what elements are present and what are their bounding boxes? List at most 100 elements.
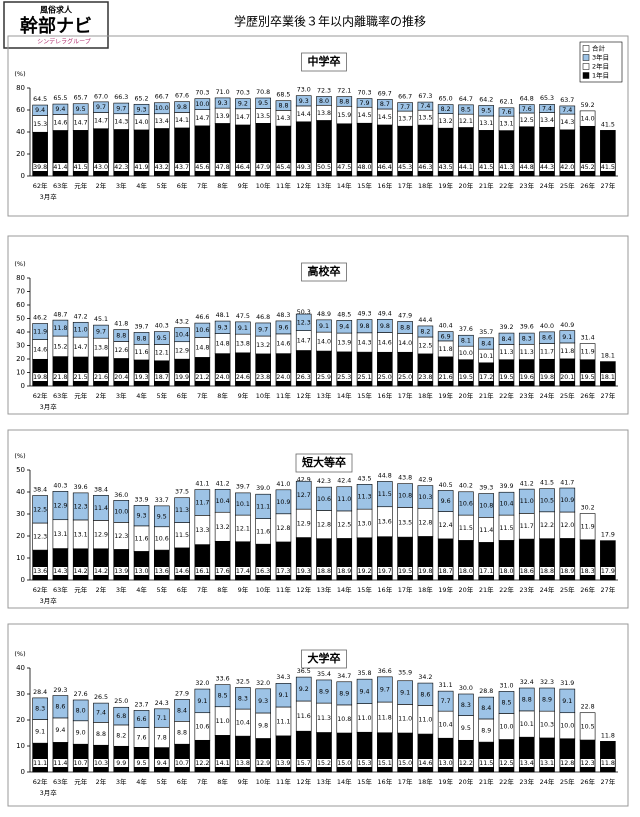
x-tick-label: 15年	[357, 585, 372, 594]
label-bg	[195, 373, 210, 381]
x-tick-label: 22年	[499, 391, 514, 400]
data-label: 11.5	[499, 525, 513, 532]
x-tick-label: 8年	[217, 181, 228, 190]
x-tick-label: 元年	[74, 181, 88, 190]
bar-segment	[579, 739, 596, 773]
bar-segment	[153, 102, 170, 115]
data-label: 46.4	[236, 164, 250, 171]
bar-segment	[174, 547, 190, 581]
data-label: 45.3	[398, 164, 412, 171]
total-label: 70.3	[195, 90, 209, 97]
label-bg	[114, 373, 129, 381]
bar-segment	[72, 356, 89, 387]
label-bg	[580, 759, 595, 767]
data-label: 9.5	[461, 725, 471, 732]
x-tick-label: 19年	[438, 391, 453, 400]
label-bg	[235, 567, 250, 575]
bar-segment	[32, 742, 48, 773]
y-tick-label: 0	[21, 172, 25, 180]
label-bg	[540, 163, 555, 171]
bar-segment	[235, 492, 251, 516]
data-label: 8.5	[501, 699, 511, 706]
data-label: 11.4	[479, 527, 493, 534]
data-label: 45.2	[581, 164, 595, 171]
data-label: 6.6	[137, 716, 147, 723]
x-tick-label: 22年	[499, 585, 514, 594]
label-bg	[134, 373, 149, 381]
total-label: 22.8	[581, 704, 595, 711]
bar-segment	[133, 332, 150, 345]
total-label: 23.7	[135, 701, 149, 708]
label-bg	[175, 759, 190, 767]
total-label: 31.0	[499, 682, 513, 689]
x-tick-label: 23年	[519, 391, 534, 400]
data-label: 12.8	[418, 519, 432, 526]
legend-swatch	[582, 63, 590, 70]
data-label: 25.1	[358, 374, 372, 381]
total-label: 40.0	[540, 323, 554, 330]
total-label: 41.0	[276, 481, 290, 488]
y-tick-label: 10	[16, 369, 25, 377]
data-label: 18.8	[317, 568, 331, 575]
data-label: 12.5	[33, 506, 47, 513]
bar-segment	[174, 101, 190, 113]
x-tick-label: 17年	[398, 181, 413, 190]
data-label: 12.2	[459, 760, 473, 767]
label-bg	[93, 373, 108, 381]
x-tick-label: 24年	[540, 181, 555, 190]
total-label: 37.6	[459, 326, 473, 333]
data-label: 11.3	[358, 494, 372, 501]
bar-segment	[417, 485, 434, 509]
data-label: 11.6	[135, 349, 149, 356]
data-label: 14.5	[358, 112, 372, 119]
data-label: 19.3	[297, 568, 311, 575]
category-note: 3月卒	[40, 402, 58, 411]
label-bg	[580, 567, 595, 575]
data-label: 45.4	[276, 164, 290, 171]
data-label: 8.7	[380, 101, 390, 108]
total-label: 35.4	[317, 671, 331, 678]
data-label: 19.5	[499, 374, 513, 381]
bar-segment	[72, 548, 89, 581]
total-label: 65.2	[135, 95, 149, 102]
data-label: 23.8	[256, 374, 270, 381]
bar-segment	[214, 97, 231, 109]
x-tick-label: 21年	[479, 585, 494, 594]
legend-label: 2年目	[592, 62, 609, 71]
data-label: 9.3	[218, 324, 228, 331]
bar-segment	[153, 505, 170, 528]
bar-segment	[579, 513, 596, 541]
data-label: 12.8	[560, 760, 574, 767]
bar-segment	[133, 103, 150, 115]
total-label: 36.6	[378, 668, 392, 675]
data-label: 11.9	[581, 524, 595, 531]
data-label: 14.4	[297, 111, 311, 118]
bar-segment	[32, 323, 48, 340]
bar-segment	[316, 319, 332, 333]
x-tick-label: 27年	[600, 391, 615, 400]
label-bg	[93, 567, 108, 575]
data-label: 18.0	[499, 568, 513, 575]
bar-segment	[52, 491, 69, 521]
label-bg	[296, 759, 311, 767]
data-label: 12.7	[297, 492, 311, 499]
label-bg	[499, 759, 514, 767]
label-bg	[154, 567, 169, 575]
data-label: 14.7	[74, 119, 88, 126]
label-bg	[519, 373, 534, 381]
bar-segment	[336, 96, 353, 107]
data-label: 9.5	[481, 108, 491, 115]
data-label: 19.7	[378, 568, 392, 575]
x-tick-label: 18年	[418, 777, 433, 786]
data-label: 9.2	[238, 101, 248, 108]
bar-segment	[579, 343, 596, 360]
data-label: 11.5	[479, 760, 493, 767]
total-label: 33.9	[135, 496, 149, 503]
data-label: 39.8	[33, 164, 47, 171]
bar-segment	[498, 107, 515, 117]
total-label: 39.6	[74, 484, 88, 491]
label-bg	[377, 163, 392, 171]
data-label: 10.1	[520, 721, 534, 728]
total-label: 62.1	[499, 99, 513, 106]
data-label: 9.7	[380, 686, 390, 693]
